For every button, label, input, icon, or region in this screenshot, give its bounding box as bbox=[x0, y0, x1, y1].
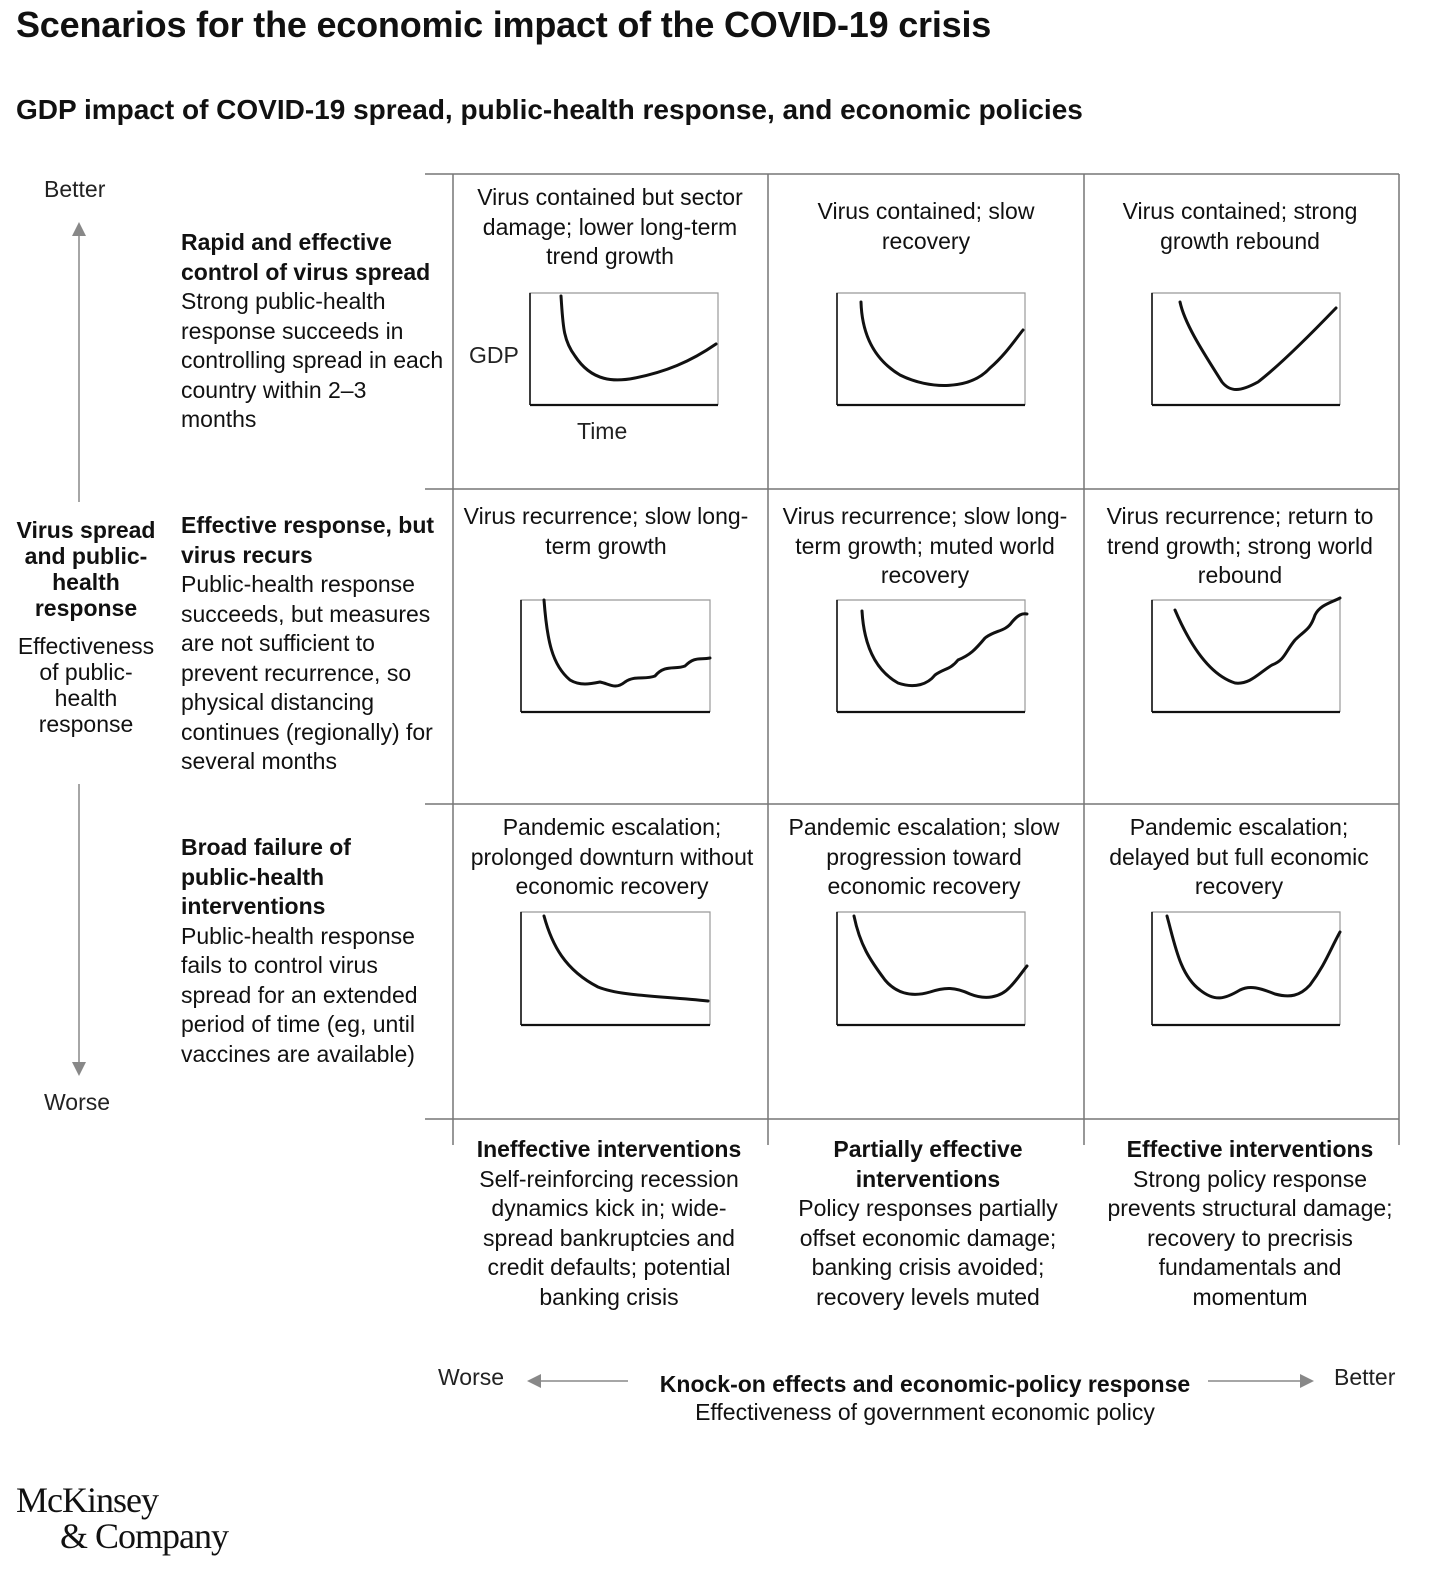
column-description-1: Ineffective interventions Self-reinforci… bbox=[459, 1135, 759, 1312]
gdp-curve-r2-c3 bbox=[1173, 596, 1342, 685]
vertical-axis-bottom-label: Worse bbox=[44, 1089, 111, 1115]
logo-line-2: & Company bbox=[60, 1516, 229, 1556]
mini-chart-x-label: Time bbox=[577, 418, 628, 444]
horizontal-axis-title-bold: Knock-on effects and economic-policy res… bbox=[659, 1371, 1191, 1397]
gdp-curve-r2-c1 bbox=[542, 598, 712, 688]
gdp-curve-r2-c2 bbox=[860, 609, 1029, 688]
gdp-curve-r3-c1 bbox=[542, 914, 710, 1003]
mini-chart-frame-r2-c2 bbox=[836, 599, 1026, 712]
vertical-axis-title-bold: Virus spread and public-health response bbox=[16, 517, 156, 621]
scenario-r3-c3: Pandemic escalation; delayed but full ec… bbox=[1109, 814, 1369, 899]
horizontal-axis-arrows bbox=[527, 1374, 1314, 1388]
column-text-3: Strong policy response prevents structur… bbox=[1107, 1165, 1393, 1310]
column-title-2: Partially effective interventions bbox=[833, 1136, 1023, 1192]
row-description-1: Rapid and effective control of virus spr… bbox=[181, 228, 446, 435]
column-text-1: Self-reinforcing recession dynamics kick… bbox=[479, 1165, 739, 1310]
page-subtitle: GDP impact of COVID-19 spread, public-he… bbox=[16, 94, 1083, 125]
scenario-r1-c2: Virus contained; slow recovery bbox=[817, 198, 1035, 254]
mini-chart-frame-r1-c1 bbox=[529, 292, 719, 405]
vertical-axis-arrows bbox=[72, 222, 86, 1076]
row-description-3: Broad failure of public-health intervent… bbox=[181, 833, 431, 1069]
mini-chart-frame-r2-c1 bbox=[520, 599, 711, 712]
row-description-2: Effective response, but virus recurs Pub… bbox=[181, 511, 446, 777]
scenario-r2-c3: Virus recurrence; return to trend growth… bbox=[1106, 503, 1374, 588]
gdp-curve-r1-c1 bbox=[559, 294, 718, 382]
column-title-3: Effective interventions bbox=[1126, 1136, 1374, 1162]
mini-chart-frame-r3-c3 bbox=[1151, 911, 1341, 1025]
row-title-2: Effective response, but virus recurs bbox=[181, 512, 435, 568]
gdp-curve-r1-c2 bbox=[859, 300, 1025, 387]
gdp-curve-r1-c3 bbox=[1178, 300, 1338, 391]
mini-chart-y-label: GDP bbox=[469, 342, 519, 368]
row-title-1: Rapid and effective control of virus spr… bbox=[181, 229, 431, 285]
mini-chart-frame-r3-c2 bbox=[836, 911, 1026, 1025]
vertical-axis-title-sub: Effectiveness of public-health response bbox=[17, 633, 155, 737]
row-text-1: Strong public-health response succeeds i… bbox=[181, 288, 444, 432]
horizontal-axis-right-label: Better bbox=[1334, 1364, 1396, 1390]
scenario-r3-c2: Pandemic escalation; slow progression to… bbox=[788, 814, 1060, 899]
mckinsey-logo: McKinsey & Company bbox=[16, 1480, 229, 1556]
horizontal-axis-left-label: Worse bbox=[438, 1364, 505, 1390]
horizontal-axis-title-sub: Effectiveness of government economic pol… bbox=[695, 1399, 1155, 1425]
mini-chart-frame-r2-c3 bbox=[1151, 599, 1341, 712]
scenario-r2-c2: Virus recurrence; slow long-term growth;… bbox=[782, 503, 1068, 588]
horizontal-axis-title: Knock-on effects and economic-policy res… bbox=[560, 1370, 1290, 1426]
column-description-3: Effective interventions Strong policy re… bbox=[1100, 1135, 1400, 1312]
column-description-2: Partially effective interventions Policy… bbox=[778, 1135, 1078, 1312]
scenario-r1-c1: Virus contained but sector damage; lower… bbox=[477, 184, 743, 269]
mini-chart-frame-r1-c2 bbox=[836, 292, 1026, 405]
column-title-1: Ineffective interventions bbox=[476, 1136, 742, 1162]
row-title-3: Broad failure of public-health intervent… bbox=[181, 834, 351, 919]
scenario-r1-c3: Virus contained; strong growth rebound bbox=[1122, 198, 1358, 254]
row-text-3: Public-health response fails to control … bbox=[181, 922, 418, 1067]
scenario-r3-c1: Pandemic escalation; prolonged downturn … bbox=[470, 814, 754, 899]
row-text-2: Public-health response succeeds, but mea… bbox=[181, 571, 433, 774]
scenario-r2-c1: Virus recurrence; slow long-term growth bbox=[463, 503, 749, 559]
vertical-axis-title: Virus spread and public-health response … bbox=[11, 517, 161, 737]
logo-line-1: McKinsey bbox=[16, 1480, 159, 1520]
gdp-curve-r3-c3 bbox=[1165, 914, 1342, 1000]
page-title: Scenarios for the economic impact of the… bbox=[16, 4, 992, 45]
vertical-axis-top-label: Better bbox=[44, 176, 106, 202]
gdp-curve-r3-c2 bbox=[852, 914, 1029, 999]
column-text-2: Policy responses partially offset econom… bbox=[798, 1195, 1058, 1310]
